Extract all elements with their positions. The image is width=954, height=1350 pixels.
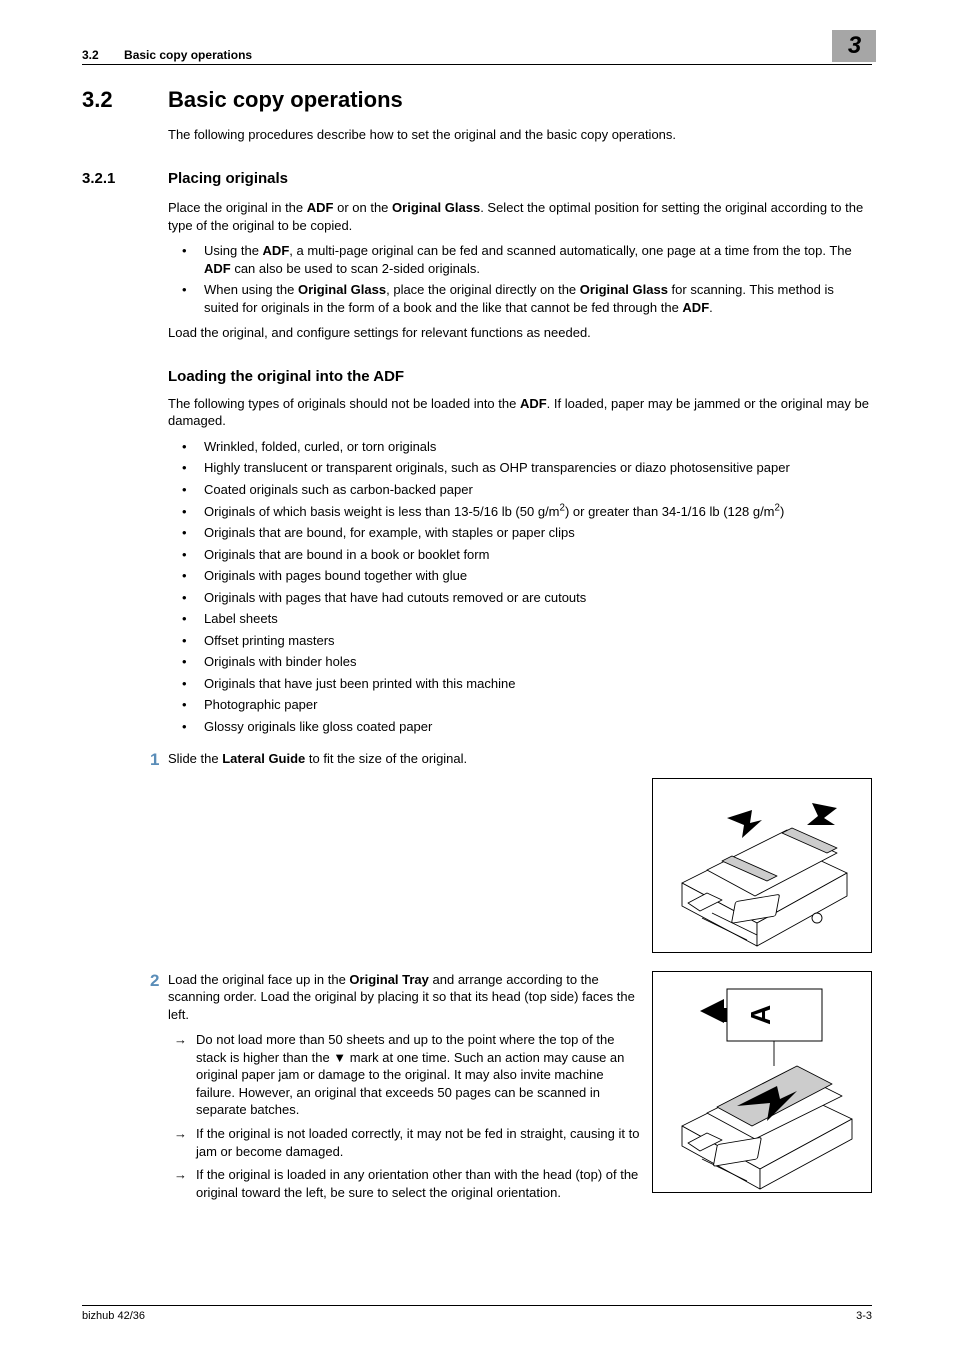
list-item: Coated originals such as carbon-backed p…	[168, 481, 872, 499]
header-left: 3.2 Basic copy operations	[82, 48, 252, 62]
sub-list: Do not load more than 50 sheets and up t…	[168, 1031, 640, 1201]
header-section-num: 3.2	[82, 48, 99, 62]
intro-paragraph: The following procedures describe how to…	[168, 127, 872, 142]
chapter-badge: 3	[832, 30, 876, 62]
paragraph: Load the original, and configure setting…	[168, 324, 872, 342]
figure-adf-load: A	[652, 971, 872, 1193]
list-item: Wrinkled, folded, curled, or torn origin…	[168, 438, 872, 456]
heading-1: 3.2 Basic copy operations	[82, 87, 872, 113]
h2-title: Placing originals	[168, 170, 288, 187]
running-header: 3.2 Basic copy operations 3	[82, 48, 872, 65]
paragraph: Place the original in the ADF or on the …	[168, 199, 872, 234]
step-text: Load the original face up in the Origina…	[168, 971, 640, 1024]
paragraph: The following types of originals should …	[168, 395, 872, 430]
list-item: Originals with pages that have had cutou…	[168, 589, 872, 607]
footer-left: bizhub 42/36	[82, 1310, 145, 1322]
list-item: Do not load more than 50 sheets and up t…	[168, 1031, 640, 1119]
list-item: If the original is loaded in any orienta…	[168, 1166, 640, 1201]
list-item: Glossy originals like gloss coated paper	[168, 718, 872, 736]
step-text: Slide the Lateral Guide to fit the size …	[168, 750, 872, 768]
heading-3: Loading the original into the ADF	[168, 368, 872, 385]
list-item: Originals with binder holes	[168, 653, 872, 671]
list-item: If the original is not loaded correctly,…	[168, 1125, 640, 1160]
list-item: Photographic paper	[168, 696, 872, 714]
list-item: Originals of which basis weight is less …	[168, 503, 872, 521]
page-footer: bizhub 42/36 3-3	[82, 1305, 872, 1322]
list-item: When using the Original Glass, place the…	[168, 281, 872, 316]
h2-number: 3.2.1	[82, 170, 168, 187]
header-section-title: Basic copy operations	[124, 48, 252, 62]
list-item: Originals that have just been printed wi…	[168, 675, 872, 693]
list-item: Offset printing masters	[168, 632, 872, 650]
step-2: 2 Load the original face up in the Origi…	[82, 971, 872, 1208]
chapter-number: 3	[848, 32, 860, 60]
step-1: 1 Slide the Lateral Guide to fit the siz…	[82, 750, 872, 770]
list-item: Label sheets	[168, 610, 872, 628]
step-number: 1	[82, 750, 168, 770]
list-item: Originals that are bound in a book or bo…	[168, 546, 872, 564]
figure-adf-guides	[652, 778, 872, 953]
bullet-list: Using the ADF, a multi-page original can…	[168, 242, 872, 316]
step-number: 2	[82, 971, 168, 991]
h1-title: Basic copy operations	[168, 87, 403, 113]
list-item: Using the ADF, a multi-page original can…	[168, 242, 872, 277]
bullet-list: Wrinkled, folded, curled, or torn origin…	[168, 438, 872, 736]
h1-number: 3.2	[82, 87, 168, 113]
heading-2: 3.2.1 Placing originals	[82, 170, 872, 187]
list-item: Originals that are bound, for example, w…	[168, 524, 872, 542]
list-item: Highly translucent or transparent origin…	[168, 459, 872, 477]
list-item: Originals with pages bound together with…	[168, 567, 872, 585]
footer-right: 3-3	[856, 1310, 872, 1322]
svg-text:A: A	[745, 1004, 776, 1024]
